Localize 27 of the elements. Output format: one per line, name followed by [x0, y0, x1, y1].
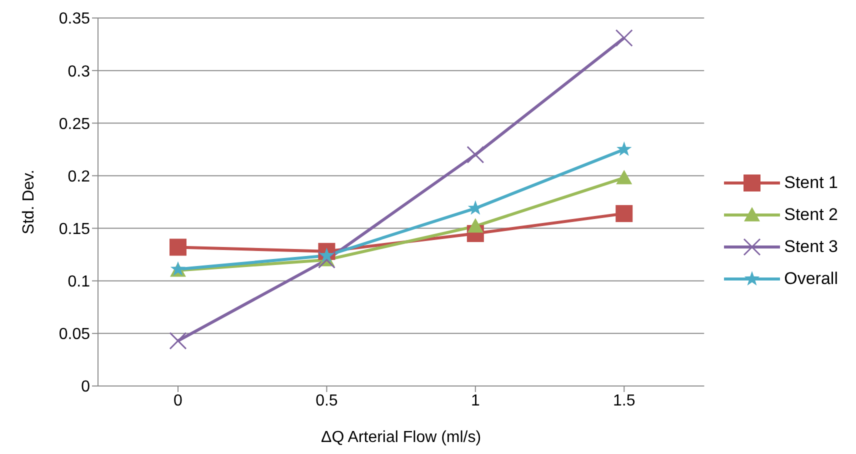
x-tick-label: 0 [174, 392, 183, 410]
point [466, 146, 484, 164]
point [616, 170, 632, 184]
point [616, 205, 633, 222]
y-tick-label: 0.1 [68, 274, 90, 291]
x-tick-label: 0.5 [316, 392, 338, 410]
y-tick-label: 0 [81, 378, 90, 396]
y-tick-label: 0.2 [68, 168, 90, 186]
legend-label: Stent 1 [784, 173, 838, 193]
legend-label: Overall [784, 269, 838, 289]
legend-label: Stent 2 [784, 205, 838, 225]
y-tick-label: 0.35 [58, 10, 90, 28]
x-tick-label: 1 [470, 392, 480, 410]
y-axis-title: Std. Dev. [20, 170, 38, 234]
y-tick-label: 0.3 [68, 63, 90, 80]
point [170, 238, 186, 256]
point [467, 218, 484, 233]
point [169, 332, 187, 350]
y-tick-label: 0.15 [58, 220, 90, 238]
x-axis-title: ΔQ Arterial Flow (ml/s) [321, 429, 482, 446]
point [616, 141, 632, 156]
x-tick-label: 1.5 [613, 392, 636, 410]
y-tick-label: 0.25 [58, 116, 90, 133]
legend-label: Stent 3 [784, 237, 838, 257]
y-tick-label: 0.05 [58, 326, 90, 344]
point [319, 248, 334, 262]
point [615, 29, 633, 47]
